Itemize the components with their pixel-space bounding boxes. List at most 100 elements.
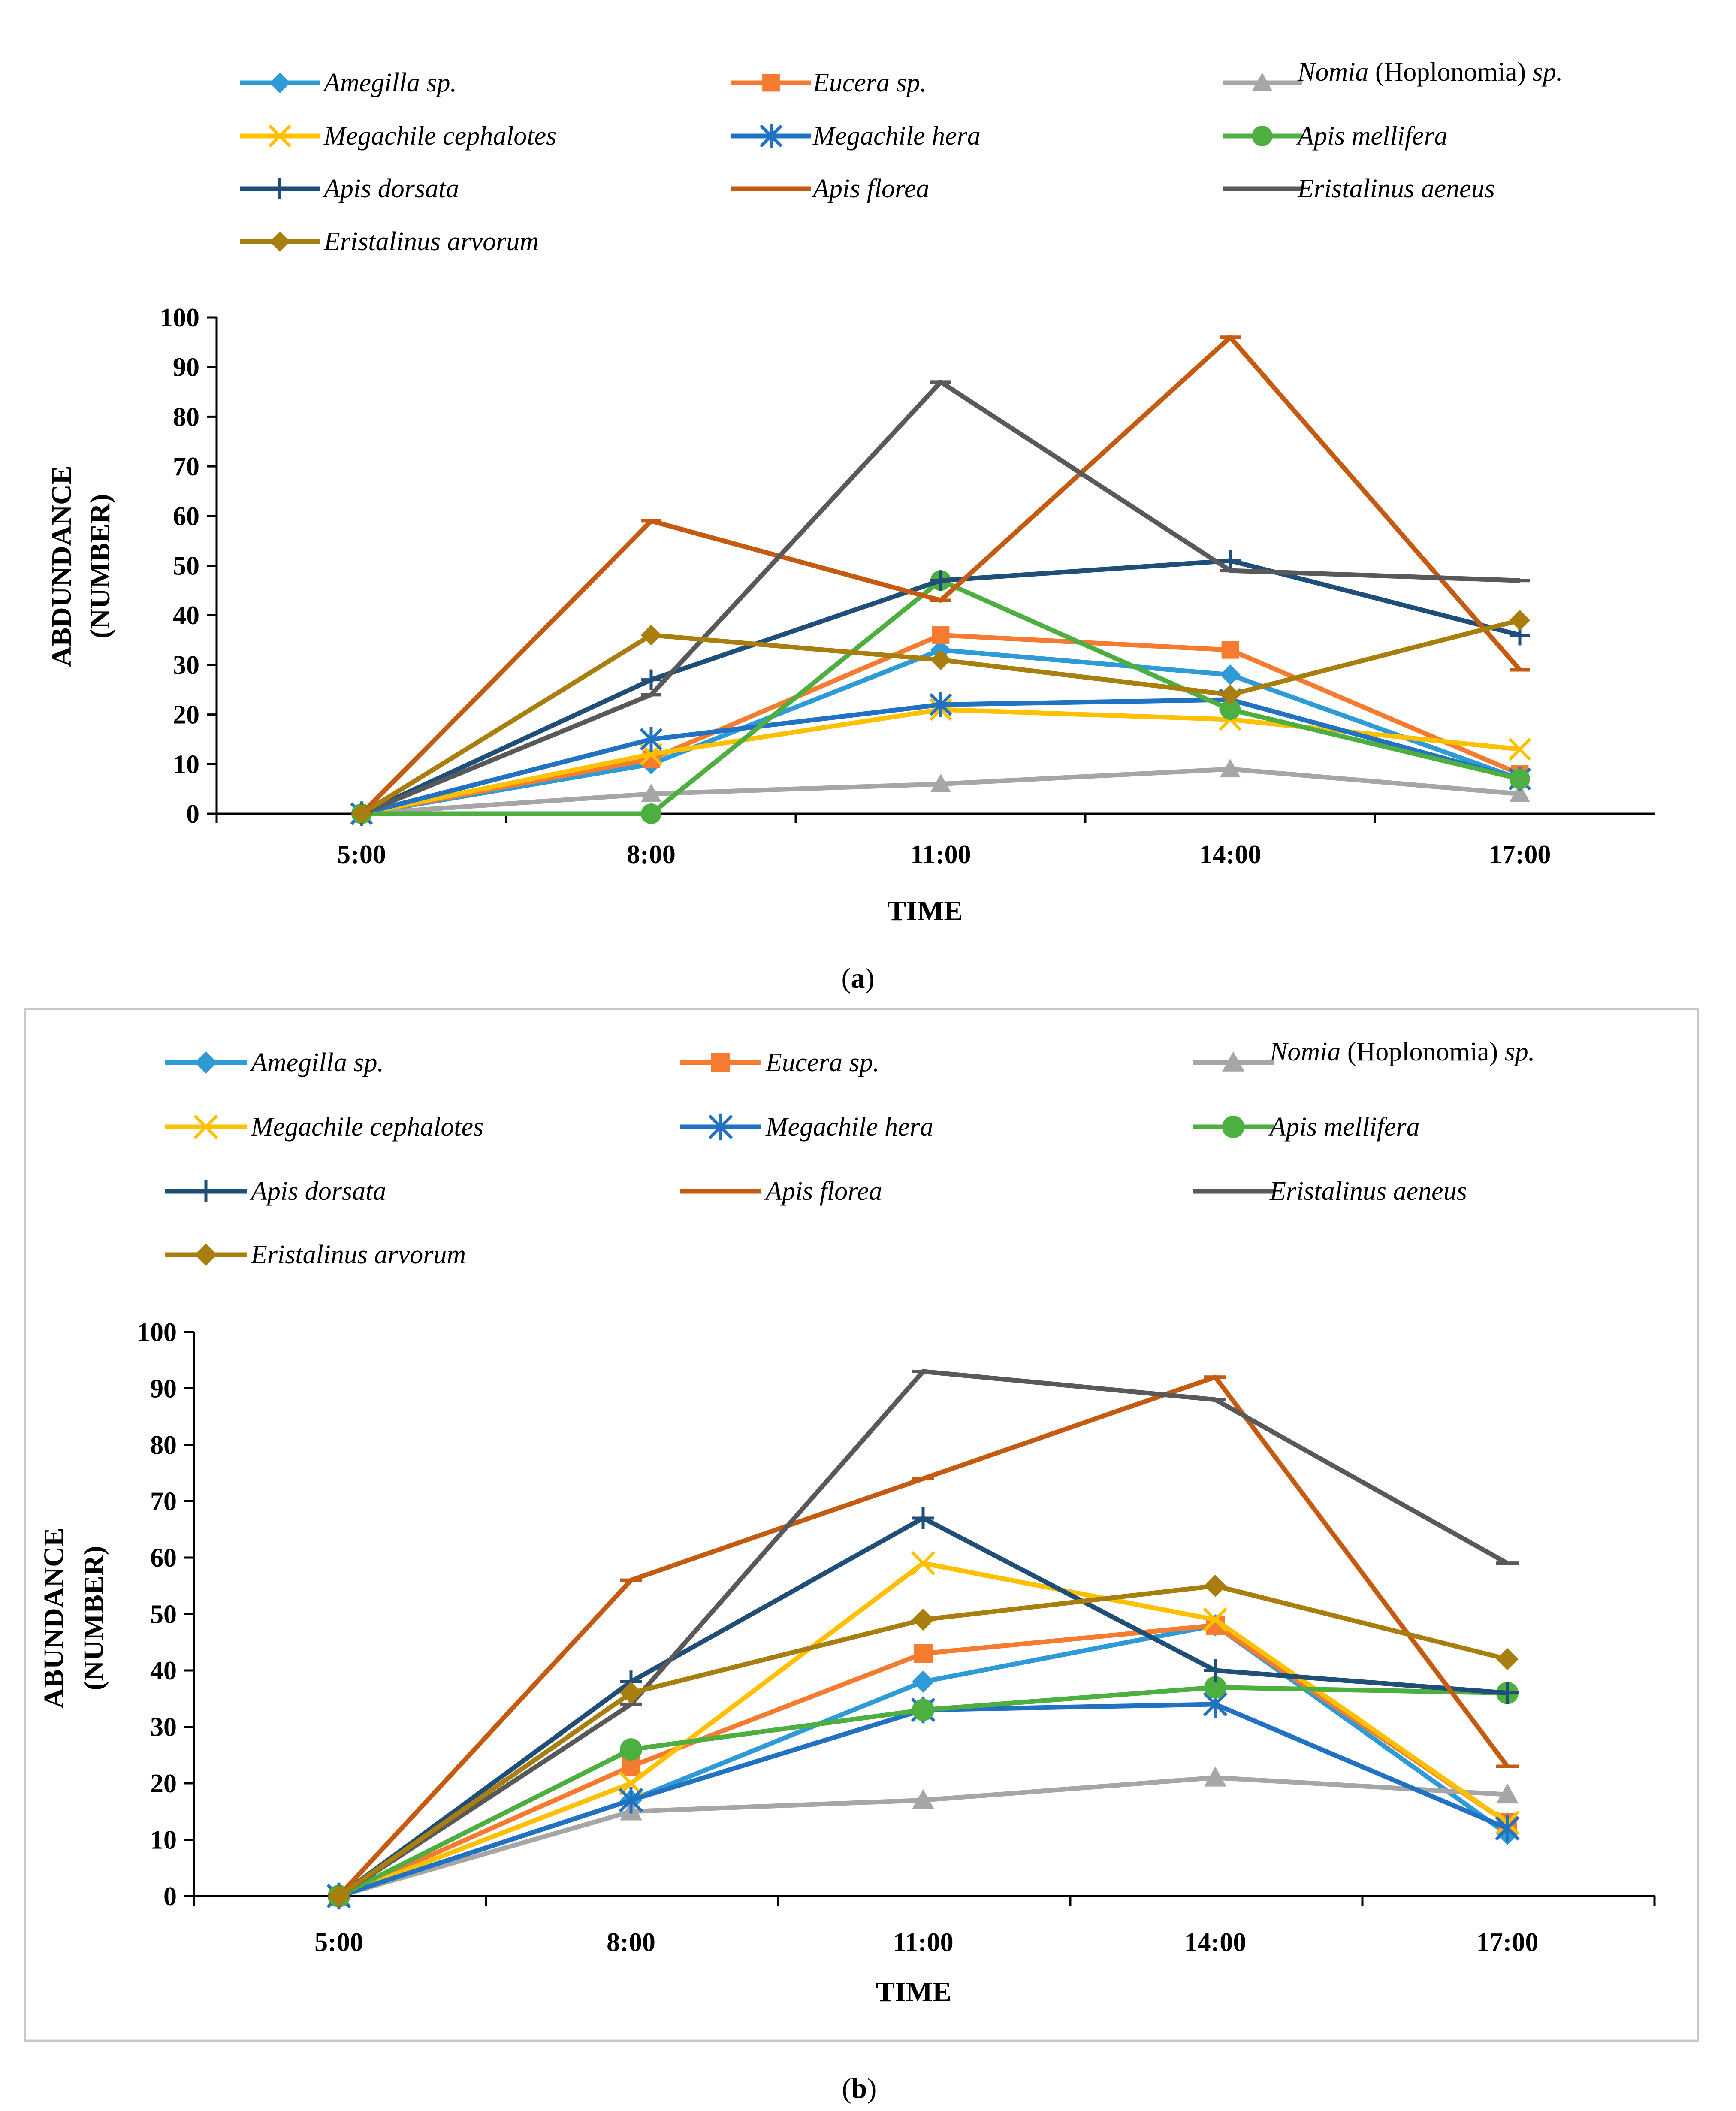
legend-marker	[269, 72, 290, 93]
y-tick-label: 80	[150, 1431, 177, 1460]
panel-caption-letter: a	[851, 963, 865, 994]
legend-label: Apis mellifera	[1268, 1112, 1420, 1142]
data-point	[930, 570, 951, 591]
legend-label: Apis mellifera	[1296, 121, 1448, 151]
y-tick-label: 30	[150, 1713, 177, 1742]
y-axis-title-line1: ABDUNDANCE	[46, 465, 77, 667]
axes-b: 0 10 20 30 40 50 60 70 80 90 100 5:00 8:00 11:00 14:0…	[137, 1318, 1656, 1957]
legend-label: Eucera sp.	[812, 68, 927, 97]
data-point	[641, 669, 661, 690]
panel-caption: (b)	[842, 2073, 877, 2104]
legend-marker	[195, 1051, 217, 1074]
data-point	[1220, 684, 1241, 705]
y-tick-label: 70	[150, 1487, 177, 1516]
y-tick-label: 0	[186, 800, 199, 829]
legend-label-suffix: sp.	[1498, 1037, 1535, 1066]
legend-marker	[269, 178, 290, 199]
y-tick-label: 60	[173, 502, 199, 531]
legend-item-nomia-hoplonomia-sp: Nomia (Hoplonomia) sp.	[1193, 1037, 1535, 1072]
data-point	[1220, 699, 1241, 720]
legend-marker	[711, 1053, 731, 1072]
legend-label: Apis dorsata	[322, 174, 459, 203]
data-point	[1510, 769, 1530, 790]
x-tick-label: 8:00	[627, 840, 676, 869]
legend-item-megachile-hera: Megachile hera	[680, 1112, 933, 1142]
chart-panel-b: Amegilla sp. Eucera sp. Nomia (Hoplonomia)…	[38, 1037, 1656, 2104]
data-point	[1203, 1607, 1228, 1632]
legend-marker	[760, 124, 782, 148]
data-point	[351, 803, 372, 824]
y-tick-label: 20	[173, 701, 199, 730]
series-eristalinus-arvorum	[351, 610, 1530, 824]
axes-a: 0 10 20 30 40 50 60 70 80 90 100 5:00 8:00 11:00 14:0…	[160, 303, 1655, 869]
x-tick-label: 11:00	[893, 1928, 953, 1957]
data-point	[1496, 1648, 1519, 1670]
legend-label: Eucera sp.	[765, 1048, 879, 1077]
legend-a: Amegilla sp. Eucera sp. Nomia (Hoplonomia)…	[240, 57, 1563, 256]
legend-item-amegilla-sp: Amegilla sp.	[240, 68, 457, 97]
series-eristalinus-arvorum	[328, 1574, 1519, 1907]
legend-marker	[195, 1244, 217, 1266]
data-point	[619, 1787, 643, 1814]
legend-label-suffix: sp.	[1526, 57, 1563, 87]
data-point	[1495, 1815, 1520, 1842]
legend-label: Nomia (Hoplonomia) sp.	[1269, 1037, 1535, 1066]
legend-label-subgenus: (Hoplonomia)	[1347, 1037, 1498, 1066]
y-tick-label: 50	[173, 552, 199, 581]
legend-label: Eristalinus arvorum	[251, 1240, 466, 1269]
data-point	[912, 1608, 934, 1631]
legend-label: Megachile hera	[812, 121, 981, 151]
legend-item-megachile-hera: Megachile hera	[731, 121, 981, 151]
legend-label: Megachile cephalotes	[251, 1112, 483, 1142]
data-point	[620, 1682, 642, 1704]
legend-item-eristalinus-aeneus: Eristalinus aeneus	[1223, 174, 1495, 203]
y-axis-ticks: 0 10 20 30 40 50 60 70 80 90 100	[137, 1318, 194, 1911]
data-point	[1204, 1574, 1226, 1597]
legend-item-eristalinus-arvorum: Eristalinus arvorum	[165, 1240, 466, 1269]
legend-item-apis-florea: Apis florea	[731, 174, 930, 203]
data-point	[620, 1738, 642, 1761]
legend-label: Apis florea	[764, 1177, 882, 1206]
legend-marker	[1252, 126, 1273, 146]
panel-caption-letter: b	[851, 2073, 867, 2104]
legend-marker	[193, 1114, 218, 1139]
data-point	[1220, 664, 1241, 686]
data-point	[1508, 738, 1531, 761]
x-tick-label: 11:00	[910, 840, 971, 869]
legend-item-eucera-sp: Eucera sp.	[731, 68, 927, 97]
data-point	[1204, 1676, 1226, 1699]
data-point	[1496, 1682, 1519, 1704]
x-tick-label: 5:00	[314, 1928, 363, 1957]
x-tick-label: 5:00	[337, 840, 386, 869]
y-axis-ticks: 0 10 20 30 40 50 60 70 80 90 100	[160, 303, 217, 829]
legend-marker	[269, 231, 290, 252]
legend-item-eristalinus-arvorum: Eristalinus arvorum	[240, 227, 539, 256]
x-axis-title: TIME	[887, 895, 963, 927]
y-tick-label: 0	[163, 1882, 177, 1911]
y-tick-label: 100	[137, 1318, 177, 1347]
y-tick-label: 80	[173, 402, 199, 432]
y-tick-label: 50	[150, 1600, 177, 1629]
data-point	[929, 692, 952, 717]
legend-label: Apis florea	[811, 174, 930, 203]
data-point	[912, 1699, 934, 1721]
legend-item-apis-dorsata: Apis dorsata	[240, 174, 459, 203]
legend-marker	[269, 124, 291, 148]
x-tick-label: 8:00	[607, 1928, 655, 1957]
series-line	[361, 707, 1520, 816]
data-point	[930, 649, 951, 670]
data-point	[930, 773, 951, 792]
y-tick-label: 60	[150, 1543, 177, 1573]
legend-marker	[1222, 1051, 1244, 1072]
x-axis-ticks: 5:00 8:00 11:00 14:00 17:00	[193, 1896, 1656, 1957]
panel-b-frame	[24, 1008, 1699, 2042]
y-tick-label: 20	[150, 1769, 177, 1798]
data-point	[641, 803, 661, 824]
data-point	[328, 1885, 350, 1907]
data-point	[911, 1551, 936, 1576]
legend-item-apis-mellifera: Apis mellifera	[1193, 1112, 1420, 1142]
data-point	[913, 1644, 933, 1663]
legend-label: Amegilla sp.	[322, 68, 457, 97]
data-point	[912, 1670, 934, 1693]
